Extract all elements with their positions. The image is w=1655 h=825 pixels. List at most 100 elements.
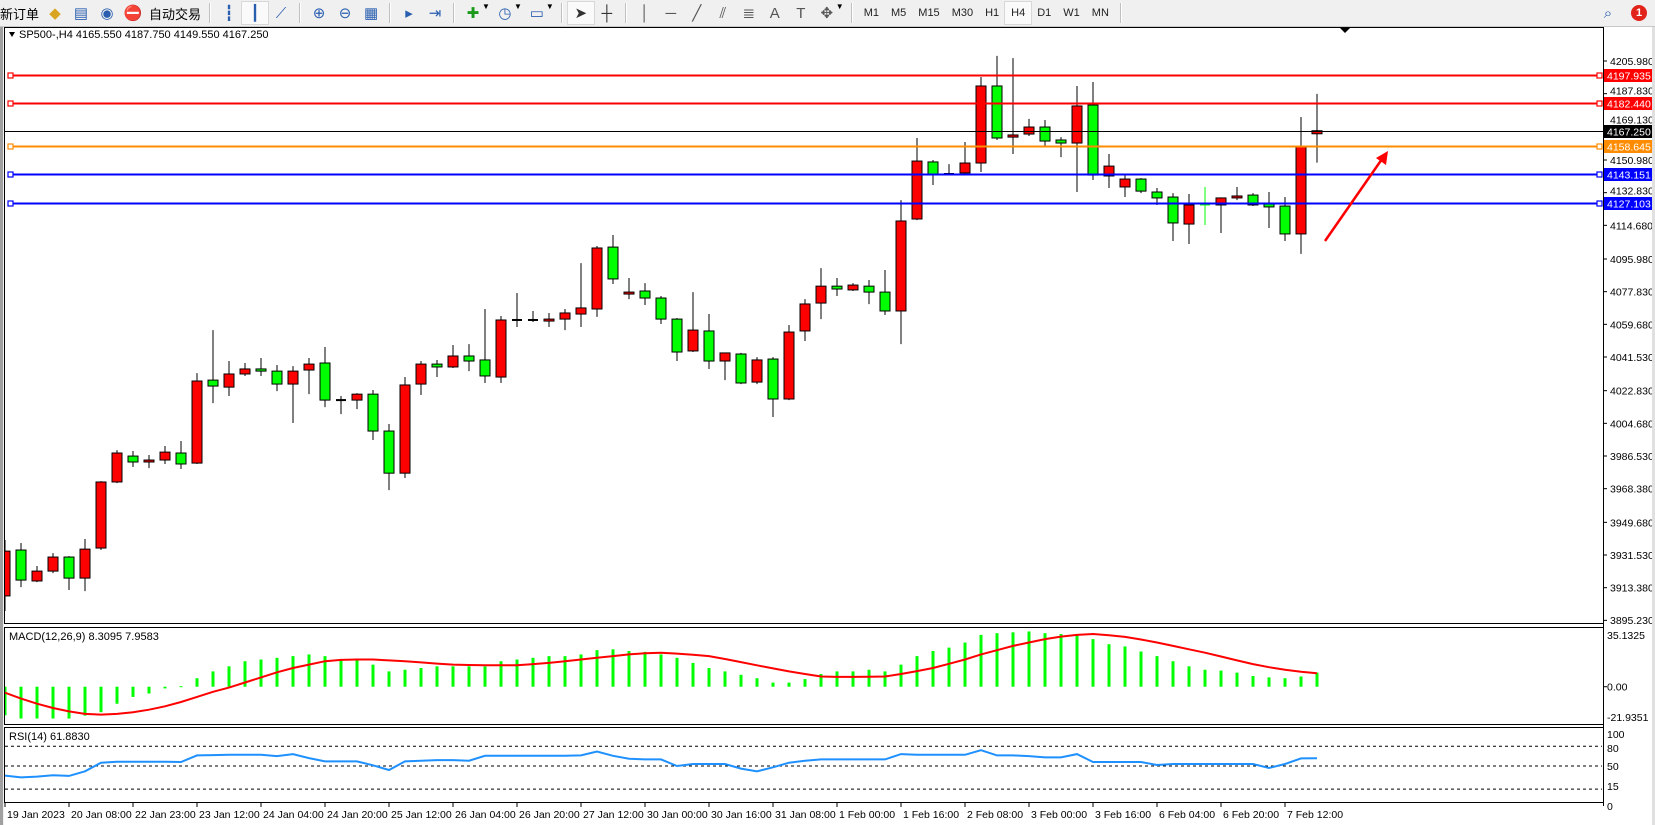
bear-candle-body xyxy=(127,455,139,463)
macd-histogram-bar xyxy=(1315,672,1319,687)
bar-chart-icon[interactable]: ┇ xyxy=(224,5,234,22)
templates-icon[interactable]: ▭ xyxy=(529,5,544,22)
macd-histogram-bar xyxy=(1251,676,1255,687)
bear-candle-body xyxy=(1151,191,1163,199)
level-handle[interactable] xyxy=(1596,100,1603,107)
market-watch-icon[interactable]: ◆ xyxy=(49,5,61,22)
fibonacci-icon[interactable]: ≣ xyxy=(742,5,756,22)
bull-candle-body xyxy=(47,556,59,572)
macd-histogram-bar xyxy=(1123,646,1127,687)
bull-candle-body xyxy=(687,329,699,352)
separator xyxy=(299,3,302,23)
chart-shift-marker[interactable] xyxy=(1340,28,1350,33)
level-price-label: 4158.645 xyxy=(1607,142,1651,154)
time-axis-label: 6 Feb 20:00 xyxy=(1223,809,1279,821)
level-handle[interactable] xyxy=(1596,72,1603,79)
level-handle[interactable] xyxy=(7,72,14,79)
macd-histogram-bar xyxy=(691,662,695,687)
level-price-tag xyxy=(1604,168,1653,181)
timeframe-h1[interactable]: H1 xyxy=(985,7,1000,19)
dropdown-caret-icon[interactable]: ▼ xyxy=(545,2,554,11)
price-axis-label: 4169.130 xyxy=(1610,114,1654,126)
periodicity-icon[interactable]: ◷ xyxy=(498,5,512,22)
tile-windows-icon[interactable]: ▦ xyxy=(363,5,379,22)
price-axis-label: 3913.380 xyxy=(1610,583,1654,595)
auto-trading-button[interactable]: 自动交易 xyxy=(149,6,202,22)
vertical-line-icon[interactable]: │ xyxy=(640,4,650,22)
horizontal-line-icon[interactable]: ─ xyxy=(665,4,677,22)
search-icon[interactable]: ⌕ xyxy=(1603,4,1613,22)
timeframe-mn[interactable]: MN xyxy=(1091,7,1109,19)
zoom-out-icon[interactable]: ⊖ xyxy=(338,5,352,22)
bear-candle-body xyxy=(1279,205,1291,235)
level-handle[interactable] xyxy=(1596,143,1603,150)
timeframe-d1[interactable]: D1 xyxy=(1037,7,1052,19)
text-icon[interactable]: A xyxy=(769,4,780,22)
candle xyxy=(447,345,459,369)
cursor-icon[interactable]: ➤ xyxy=(566,1,595,25)
dropdown-caret-icon[interactable]: ▼ xyxy=(835,2,844,11)
level-handle[interactable] xyxy=(7,171,14,178)
candle xyxy=(351,393,363,410)
auto-trading-icon[interactable]: ⛔ xyxy=(123,5,143,22)
text-label-icon[interactable]: T xyxy=(796,4,806,22)
auto-scroll-icon[interactable]: ▸ xyxy=(405,5,413,22)
separator xyxy=(850,3,853,23)
candle xyxy=(383,424,395,491)
macd-histogram-bar xyxy=(163,686,167,689)
bear-candle-body xyxy=(639,290,651,299)
candlestick-chart-icon[interactable]: ┃ xyxy=(241,1,270,25)
candle xyxy=(1183,193,1195,245)
level-handle[interactable] xyxy=(7,143,14,150)
macd-histogram-bar xyxy=(387,671,391,687)
rsi-axis-label: 0 xyxy=(1607,801,1613,813)
level-handle[interactable] xyxy=(1596,171,1603,178)
timeframe-h4[interactable]: H4 xyxy=(1004,1,1033,25)
macd-histogram-bar xyxy=(995,633,999,687)
macd-histogram-bar xyxy=(291,656,295,687)
data-window-icon[interactable]: ▤ xyxy=(73,5,89,22)
price-axis[interactable] xyxy=(1603,27,1653,825)
macd-histogram-bar xyxy=(771,682,775,687)
level-handle[interactable] xyxy=(7,100,14,107)
macd-histogram-bar xyxy=(627,651,631,687)
timeframe-m15[interactable]: M15 xyxy=(918,7,940,19)
macd-histogram-bar xyxy=(19,686,23,719)
separator xyxy=(209,3,212,23)
time-axis[interactable] xyxy=(4,802,1603,825)
bull-candle-body xyxy=(1119,178,1131,188)
indicators-icon[interactable]: ✚ xyxy=(466,5,480,22)
candle xyxy=(143,454,155,469)
new-order-button[interactable]: 新订单 xyxy=(0,6,40,22)
notification-badge[interactable]: 1 xyxy=(1631,5,1647,21)
level-handle[interactable] xyxy=(1596,200,1603,207)
macd-signal-line xyxy=(5,632,1318,716)
timeframe-m5[interactable]: M5 xyxy=(891,7,907,19)
arrows-icon[interactable]: ✥ xyxy=(820,5,834,22)
navigator-icon[interactable]: ◉ xyxy=(100,5,114,22)
trendline-icon[interactable]: ╱ xyxy=(692,5,702,22)
annotation-arrow[interactable] xyxy=(1323,158,1384,242)
equidistant-channel-icon[interactable]: ⫽ xyxy=(719,4,727,22)
dropdown-caret-icon[interactable]: ▼ xyxy=(513,2,522,11)
timeframe-m30[interactable]: M30 xyxy=(951,7,974,19)
bull-candle-body xyxy=(751,359,763,383)
bear-candle-body xyxy=(15,549,27,581)
crosshair-icon[interactable]: ┼ xyxy=(601,4,613,22)
chart-shift-icon[interactable]: ⇥ xyxy=(428,5,442,22)
zoom-in-icon[interactable]: ⊕ xyxy=(312,5,326,22)
timeframe-w1[interactable]: W1 xyxy=(1063,7,1080,19)
timeframe-m1[interactable]: M1 xyxy=(863,7,879,19)
bull-candle-body xyxy=(5,550,11,597)
level-handle[interactable] xyxy=(7,200,14,207)
price-axis-label: 3895.230 xyxy=(1610,615,1654,627)
line-chart-icon[interactable]: ⟋ xyxy=(275,4,287,22)
macd-histogram-bar xyxy=(1091,639,1095,687)
macd-histogram-bar xyxy=(707,668,711,687)
macd-histogram-bar xyxy=(419,668,423,687)
bid-price-label: 4167.250 xyxy=(1607,127,1651,139)
macd-histogram-bar xyxy=(131,686,135,697)
symbol-menu-icon[interactable] xyxy=(9,32,15,37)
dropdown-caret-icon[interactable]: ▼ xyxy=(482,2,490,11)
